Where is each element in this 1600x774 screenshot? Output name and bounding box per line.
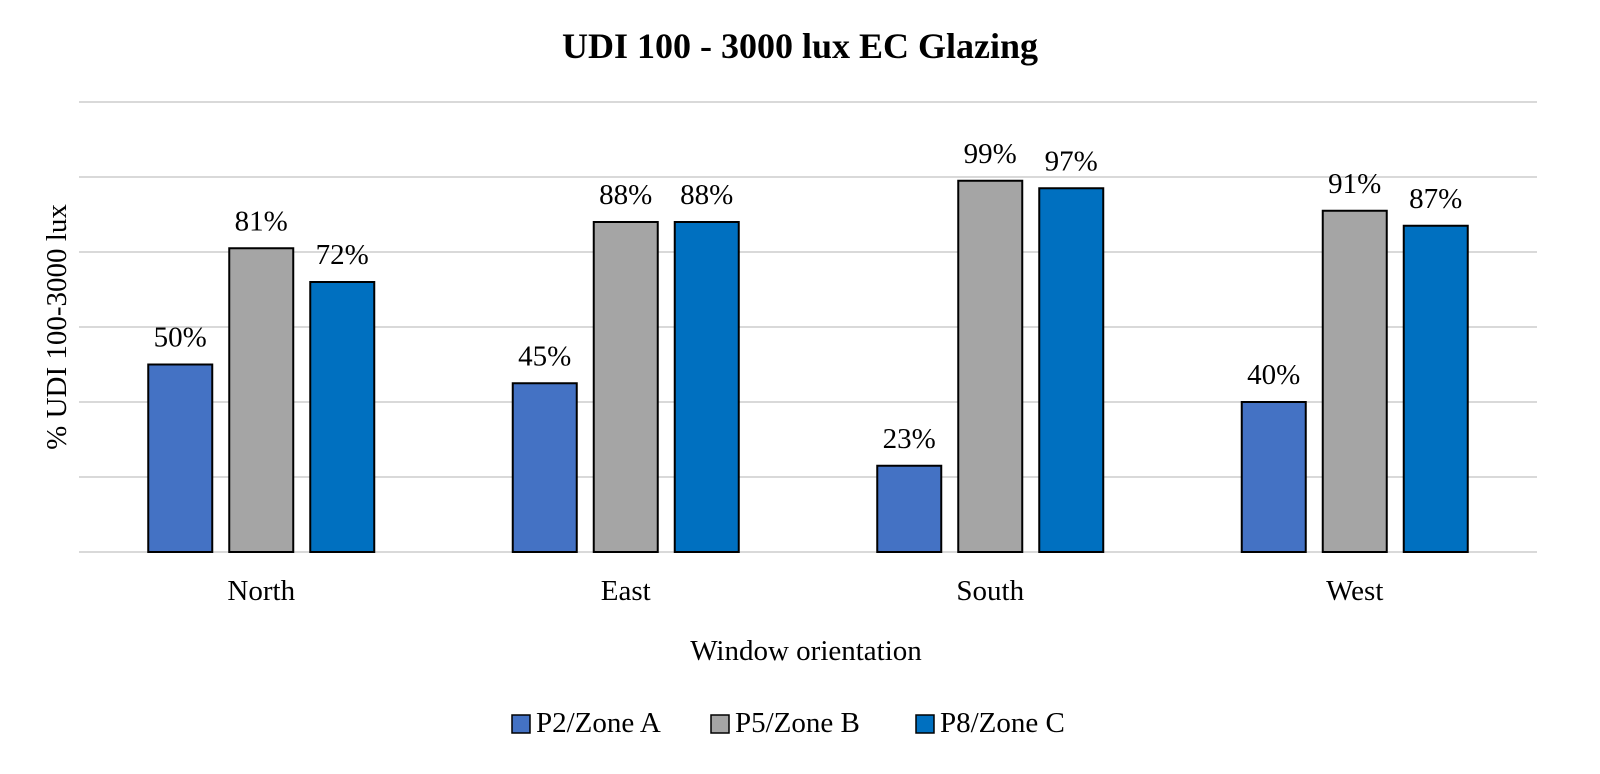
bar-south-series-3 xyxy=(1038,187,1105,553)
data-label: 87% xyxy=(1409,183,1462,215)
legend-item: P2/Zone A xyxy=(511,707,661,739)
chart-title: UDI 100 - 3000 lux EC Glazing xyxy=(562,26,1038,66)
bar-north-series-2 xyxy=(228,247,295,553)
y-axis-label: % UDI 100-3000 lux xyxy=(41,204,73,450)
data-label: 72% xyxy=(316,239,369,271)
x-tick-labels: North East South West xyxy=(227,575,1383,607)
bar-east-series-2 xyxy=(592,221,659,553)
bar-south-series-2 xyxy=(957,179,1024,553)
x-axis-label: Window orientation xyxy=(690,635,922,667)
legend-swatch xyxy=(710,714,730,734)
gridlines xyxy=(79,101,1537,553)
data-label: 45% xyxy=(518,340,571,372)
bar-north-series-3 xyxy=(309,281,376,553)
bar-east-series-3 xyxy=(673,221,740,553)
data-label: 88% xyxy=(680,179,733,211)
legend-label: P2/Zone A xyxy=(536,707,661,739)
data-labels: 50% 81% 72% 45% 88% 88% 23% 99% 97% 40% 91% 87% xyxy=(154,138,1463,455)
legend-swatch xyxy=(915,714,935,734)
bars xyxy=(147,179,1469,553)
bar-west-series-1 xyxy=(1240,401,1307,553)
data-label: 88% xyxy=(599,179,652,211)
legend-swatch xyxy=(511,714,531,734)
bar-west-series-3 xyxy=(1402,224,1469,553)
x-tick-label: South xyxy=(956,575,1024,607)
bar-north-series-1 xyxy=(147,363,214,553)
legend-item: P8/Zone C xyxy=(915,707,1065,739)
legend-item: P5/Zone B xyxy=(710,707,860,739)
data-label: 91% xyxy=(1328,168,1381,200)
legend-label: P8/Zone C xyxy=(940,707,1065,739)
bar-south-series-1 xyxy=(876,464,943,553)
data-label: 99% xyxy=(964,138,1017,170)
x-tick-label: East xyxy=(601,575,651,607)
legend: P2/Zone A P5/Zone B P8/Zone C xyxy=(511,707,1065,739)
bar-west-series-2 xyxy=(1321,209,1388,553)
data-label: 23% xyxy=(883,423,936,455)
data-label: 81% xyxy=(235,205,288,237)
legend-label: P5/Zone B xyxy=(735,707,860,739)
x-tick-label: North xyxy=(227,575,295,607)
bar-east-series-1 xyxy=(511,382,578,553)
data-label: 97% xyxy=(1045,145,1098,177)
data-label: 40% xyxy=(1247,359,1300,391)
data-label: 50% xyxy=(154,322,207,354)
x-tick-label: West xyxy=(1326,575,1383,607)
